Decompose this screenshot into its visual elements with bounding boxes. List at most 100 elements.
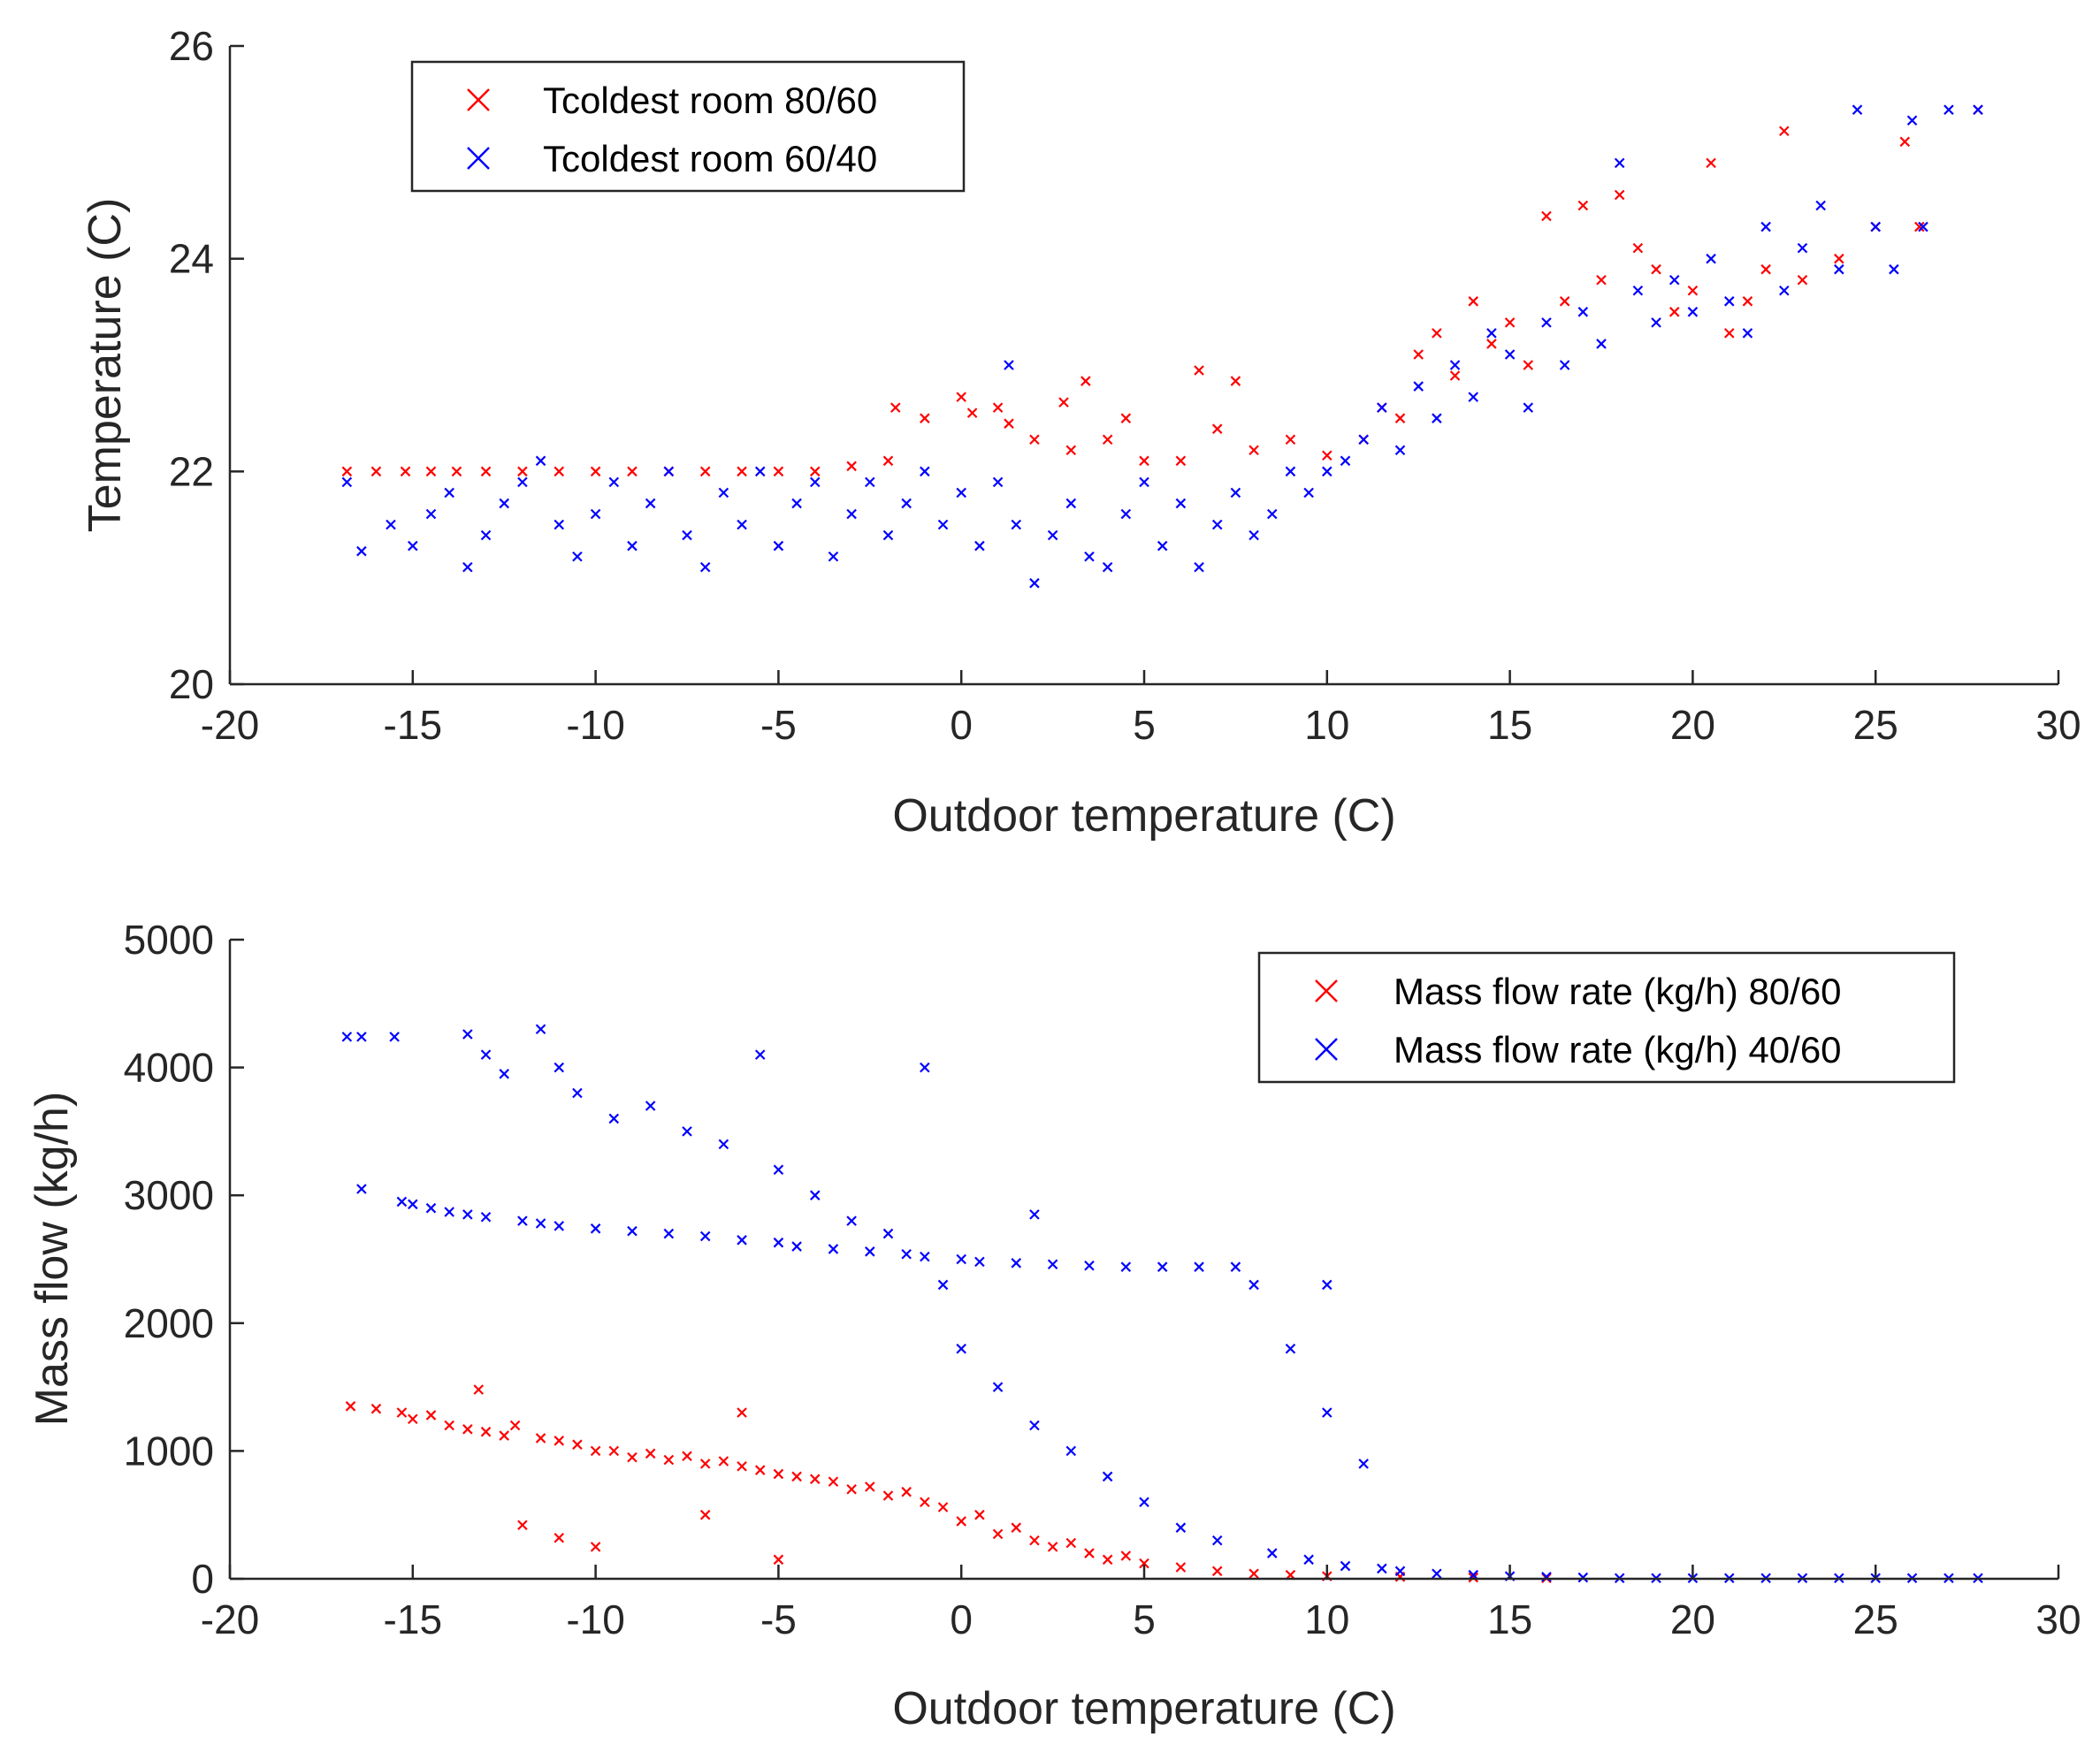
top-point-s1-12 (572, 551, 583, 562)
top-point-s0-26 (1081, 376, 1091, 386)
top-point-s0-41 (1432, 328, 1442, 339)
bottom-point-s1-11 (480, 1212, 492, 1223)
bottom-point-s0-21 (663, 1454, 675, 1466)
bottom-point-s1-51 (1102, 1471, 1113, 1482)
top-point-s0-57 (1723, 328, 1735, 339)
bottom-point-s1-39 (920, 1251, 930, 1262)
bottom-point-s1-9 (462, 1209, 473, 1220)
top-point-s0-6 (517, 466, 528, 477)
top-point-s0-14 (809, 466, 821, 477)
top-point-s0-19 (956, 392, 966, 402)
bottom-point-s1-40 (937, 1279, 949, 1291)
bottom-point-s1-15 (535, 1218, 546, 1229)
top-x-tick-label-10: 30 (2035, 702, 2081, 748)
top-point-s1-40 (1065, 498, 1077, 509)
bottom-point-s0-14 (554, 1532, 565, 1543)
bottom-point-s1-61 (1285, 1343, 1296, 1354)
bottom-point-s1-36 (882, 1228, 894, 1239)
top-point-s1-6 (462, 561, 473, 573)
bottom-point-s0-10 (509, 1420, 521, 1431)
bottom-point-s0-33 (828, 1476, 839, 1487)
bottom-point-s0-50 (1139, 1558, 1149, 1569)
top-point-s0-44 (1486, 339, 1497, 349)
top-point-s1-38 (1029, 577, 1040, 589)
bottom-point-s1-56 (1194, 1261, 1204, 1272)
top-legend-x-0 (467, 88, 490, 111)
top-point-s1-83 (1852, 104, 1863, 115)
bottom-point-s1-18 (572, 1087, 583, 1099)
bottom-point-s0-51 (1175, 1562, 1187, 1573)
bottom-point-s0-7 (473, 1384, 485, 1395)
bottom-point-s0-4 (425, 1410, 437, 1421)
bottom-point-s1-7 (444, 1207, 454, 1217)
bottom-point-s0-19 (627, 1451, 638, 1463)
top-point-s1-63 (1486, 328, 1497, 339)
bottom-point-s0-47 (1084, 1548, 1095, 1558)
top-point-s1-28 (865, 476, 875, 488)
bottom-point-s1-10 (480, 1049, 492, 1060)
top-point-s1-80 (1797, 242, 1808, 254)
top-x-tick-label-8: 20 (1670, 702, 1715, 748)
top-y-ticks: 20 22 24 26 (169, 23, 244, 707)
top-point-s0-62 (1834, 253, 1844, 264)
bottom-point-s0-43 (1011, 1522, 1022, 1533)
top-point-s1-39 (1047, 530, 1058, 541)
top-point-s1-50 (1249, 530, 1259, 541)
top-point-s0-56 (1706, 157, 1716, 169)
top-point-s1-4 (425, 508, 437, 520)
bottom-point-s0-20 (645, 1448, 656, 1459)
top-point-s0-8 (590, 466, 601, 477)
bottom-point-s1-67 (1377, 1563, 1387, 1574)
top-point-s1-35 (992, 476, 1004, 488)
top-legend-box (410, 60, 966, 193)
bottom-scatter-points (341, 1024, 1983, 1584)
top-point-s1-54 (1322, 466, 1333, 477)
top-point-s0-49 (1577, 200, 1589, 211)
bottom-x-tick-label-3: -5 (760, 1596, 797, 1642)
top-point-s1-45 (1157, 540, 1168, 552)
bottom-point-s1-44 (992, 1382, 1004, 1392)
top-point-s1-32 (937, 519, 949, 530)
top-y-tick-label-0: 20 (169, 661, 214, 707)
bottom-point-s1-68 (1394, 1566, 1406, 1577)
bottom-point-s1-14 (535, 1024, 546, 1034)
bottom-legend-marker-red (1315, 979, 1338, 1002)
top-point-s0-18 (920, 413, 930, 423)
top-point-s0-11 (699, 466, 711, 477)
top-point-s1-24 (791, 498, 802, 509)
top-point-s0-23 (1029, 434, 1040, 446)
top-x-tick-label-7: 15 (1487, 702, 1532, 748)
top-point-s0-34 (1249, 445, 1259, 456)
top-point-s1-0 (341, 476, 353, 488)
top-point-s0-47 (1541, 210, 1552, 222)
top-point-s0-29 (1139, 455, 1149, 467)
top-point-s0-16 (882, 455, 894, 467)
top-point-s1-70 (1614, 157, 1625, 169)
top-point-s0-22 (1004, 418, 1014, 429)
top-point-s1-56 (1358, 434, 1369, 446)
bottom-point-s1-23 (663, 1228, 675, 1239)
top-point-s1-37 (1011, 519, 1022, 530)
bottom-point-s1-62 (1303, 1554, 1314, 1566)
top-point-s1-76 (1723, 296, 1735, 307)
top-point-s0-45 (1504, 317, 1516, 328)
top-scatter-points (341, 104, 1983, 589)
top-point-s1-66 (1541, 317, 1552, 328)
bottom-point-s1-41 (956, 1253, 966, 1265)
bottom-point-s1-6 (425, 1202, 437, 1214)
top-point-s0-20 (966, 408, 978, 418)
top-point-s1-5 (444, 487, 454, 499)
top-point-s1-86 (1906, 115, 1918, 126)
top-point-s1-26 (828, 551, 839, 562)
top-x-tick-label-4: 0 (950, 702, 973, 748)
top-point-s1-23 (773, 540, 784, 552)
top-point-s0-13 (773, 466, 784, 477)
top-point-s1-82 (1834, 263, 1844, 275)
bottom-point-s0-6 (462, 1424, 473, 1435)
top-point-s1-85 (1889, 263, 1899, 275)
top-point-s1-60 (1432, 413, 1442, 423)
bottom-point-s1-63 (1322, 1279, 1333, 1291)
bottom-point-s0-32 (809, 1474, 821, 1484)
bottom-point-s1-24 (682, 1126, 692, 1137)
bottom-x-tick-label-4: 0 (950, 1596, 973, 1642)
